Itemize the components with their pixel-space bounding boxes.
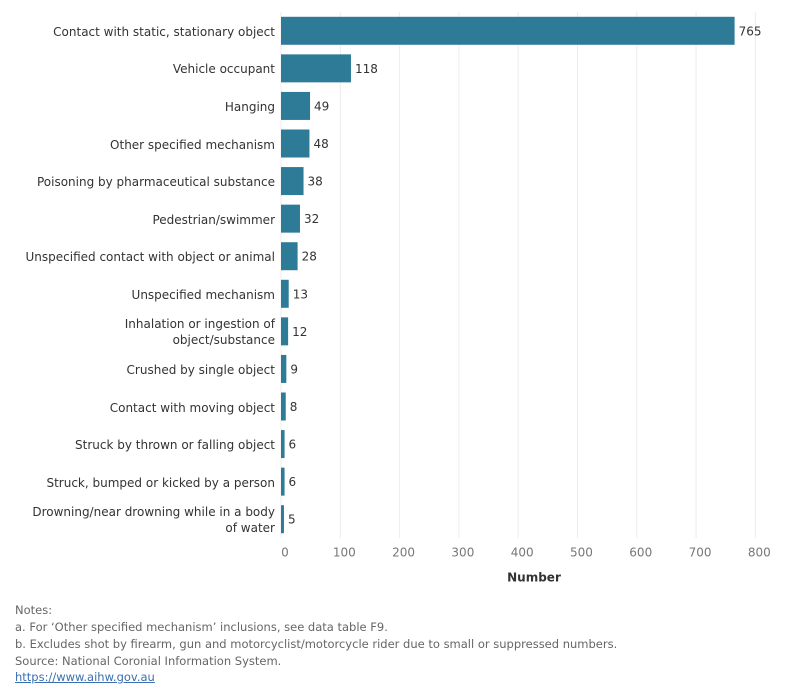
value-label: 28: [302, 250, 317, 264]
bar: [281, 392, 286, 421]
value-label: 32: [304, 212, 319, 226]
value-label: 38: [308, 175, 323, 189]
value-label: 49: [314, 99, 329, 113]
y-tick-label: Other specified mechanism: [110, 137, 275, 152]
bar: [281, 129, 310, 158]
x-tick-label: 800: [748, 546, 771, 560]
bar: [281, 167, 304, 196]
y-tick-label: Hanging: [224, 99, 275, 114]
value-label: 118: [355, 62, 378, 76]
y-tick-label: Struck, bumped or kicked by a person: [46, 475, 275, 490]
note-link-wrap: https://www.aihw.gov.au: [15, 670, 155, 684]
note: b. Excludes shot by firearm, gun and mot…: [15, 637, 618, 651]
x-tick-label: 300: [451, 546, 474, 560]
bar: [281, 204, 300, 233]
value-label: 8: [290, 400, 298, 414]
value-label: 9: [290, 362, 298, 376]
y-tick-label: Contact with moving object: [109, 400, 275, 415]
value-label: 48: [313, 137, 328, 151]
x-tick-label: 200: [392, 546, 415, 560]
note: Source: National Coronial Information Sy…: [15, 654, 282, 668]
grid: [280, 12, 756, 538]
y-tick-label: Struck by thrown or falling object: [75, 438, 275, 453]
y-tick-label: Pedestrian/swimmer: [152, 212, 275, 227]
source-link[interactable]: https://www.aihw.gov.au: [15, 670, 155, 684]
x-tick-label: 600: [629, 546, 652, 560]
x-tick-label: 100: [333, 546, 356, 560]
x-axis-label: Number: [507, 571, 561, 585]
bar: [281, 467, 285, 496]
y-tick-label: Unspecified contact with object or anima…: [25, 250, 276, 265]
value-label: 765: [739, 24, 762, 38]
y-tick-label: Contact with static, stationary object: [53, 24, 275, 39]
value-label: 6: [289, 475, 297, 489]
y-tick-label: Unspecified mechanism: [131, 287, 275, 302]
bar: [281, 430, 285, 459]
x-tick-label: 0: [281, 546, 289, 560]
y-tick-label: Poisoning by pharmaceutical substance: [36, 175, 275, 190]
bar: [281, 354, 287, 383]
bar: [281, 16, 735, 45]
bar: [281, 505, 284, 534]
x-tick-label: 400: [511, 546, 534, 560]
y-tick-label: Drowning/near drowning while in a body o…: [32, 505, 275, 536]
value-label: 6: [289, 438, 297, 452]
bar: [281, 91, 311, 120]
value-label: 12: [292, 325, 307, 339]
x-tick-label: 500: [570, 546, 593, 560]
value-label: 5: [288, 513, 296, 527]
value-label: 13: [293, 287, 308, 301]
notes-heading: Notes:: [15, 603, 53, 617]
bar: [281, 242, 298, 271]
bar: [281, 54, 351, 83]
bar: [281, 317, 289, 346]
bar: [281, 279, 289, 308]
x-tick-label: 700: [689, 546, 712, 560]
y-tick-label: Crushed by single object: [126, 362, 275, 377]
y-tick-label: Inhalation or ingestion of object/substa…: [124, 317, 275, 348]
y-tick-label: Vehicle occupant: [172, 62, 275, 77]
note: a. For ‘Other specified mechanism’ inclu…: [15, 620, 388, 634]
